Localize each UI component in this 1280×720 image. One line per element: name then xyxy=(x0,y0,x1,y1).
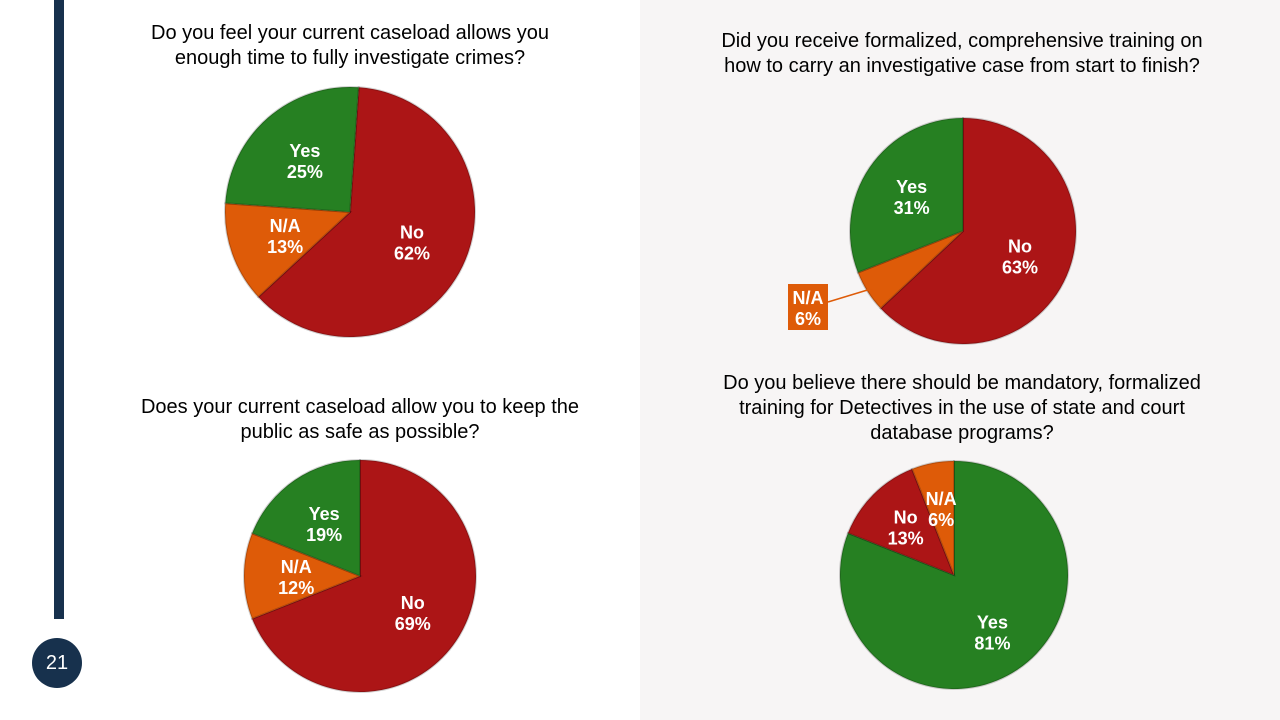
pie-slice-n-a xyxy=(224,202,353,299)
slice-label-no: No xyxy=(400,223,424,243)
accent-bar xyxy=(54,0,64,619)
callout-leader-line xyxy=(827,287,873,303)
slice-value-no: 63% xyxy=(1002,258,1038,278)
slice-label-no: No xyxy=(401,593,425,613)
slice-value-yes: 81% xyxy=(974,634,1010,654)
slice-label-yes: Yes xyxy=(289,141,320,161)
callout-box xyxy=(788,284,828,330)
page-number-badge: 21 xyxy=(32,638,82,688)
pie-slice-n-a xyxy=(856,230,964,310)
slice-value-yes: 25% xyxy=(287,162,323,182)
pie-slice-yes xyxy=(849,116,964,274)
slice-label-yes: Yes xyxy=(977,613,1008,633)
slice-value-no: 62% xyxy=(394,244,430,264)
slice-value-yes: 19% xyxy=(306,525,342,545)
pie-slice-yes xyxy=(250,458,361,578)
page-number: 21 xyxy=(45,651,69,674)
slice-label-yes: Yes xyxy=(896,177,927,197)
slice-value-no: 69% xyxy=(395,614,431,634)
slice-value-n-a: 6% xyxy=(795,309,821,329)
slice-label-no: No xyxy=(1008,237,1032,257)
slice-value-no: 13% xyxy=(888,529,924,549)
slice-value-n-a: 6% xyxy=(928,510,954,530)
slice-label-no: No xyxy=(894,508,918,528)
pie-slice-n-a xyxy=(243,531,363,621)
pie-slice-yes xyxy=(224,86,360,214)
slice-value-yes: 31% xyxy=(894,198,930,218)
slice-label-n-a: N/A xyxy=(270,216,301,236)
slice-label-yes: Yes xyxy=(309,504,340,524)
pie-slice-no xyxy=(846,467,956,577)
chart-4-title: Do you believe there should be mandatory… xyxy=(723,372,1201,444)
pie-slice-no xyxy=(879,116,1077,345)
pie-slice-no xyxy=(256,86,476,338)
slice-label-n-a: N/A xyxy=(281,557,312,577)
chart-2-title: Did you receive formalized, comprehensiv… xyxy=(721,30,1203,77)
pie-slice-no xyxy=(250,458,477,693)
slice-value-n-a: 12% xyxy=(278,578,314,598)
pie-slice-yes xyxy=(839,459,1069,690)
chart-1-title: Do you feel your current caseload allows… xyxy=(151,22,549,69)
pie-slice-n-a xyxy=(910,459,955,576)
chart-3-title: Does your current caseload allow you to … xyxy=(140,396,580,443)
slice-label-n-a: N/A xyxy=(793,288,824,308)
slice-label-n-a: N/A xyxy=(926,489,957,509)
slice-value-n-a: 13% xyxy=(267,237,303,257)
